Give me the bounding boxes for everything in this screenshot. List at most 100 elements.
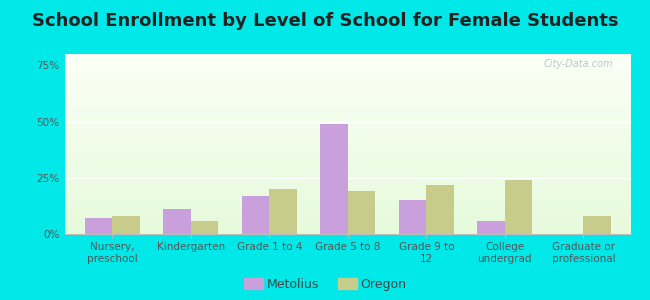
Bar bbox=[65, 163, 630, 164]
Bar bbox=[65, 219, 630, 220]
Bar bbox=[426, 184, 454, 234]
Bar bbox=[65, 230, 630, 231]
Bar bbox=[65, 120, 630, 121]
Bar bbox=[65, 57, 630, 58]
Bar bbox=[65, 144, 630, 145]
Bar bbox=[65, 182, 630, 183]
Bar bbox=[65, 204, 630, 205]
Bar bbox=[65, 172, 630, 173]
Bar bbox=[477, 220, 505, 234]
Bar bbox=[65, 181, 630, 182]
Bar bbox=[65, 115, 630, 116]
Bar bbox=[65, 109, 630, 110]
Bar bbox=[65, 62, 630, 63]
Bar bbox=[65, 176, 630, 177]
Bar bbox=[65, 214, 630, 215]
Bar bbox=[65, 188, 630, 189]
Bar bbox=[65, 130, 630, 131]
Bar bbox=[65, 112, 630, 113]
Bar bbox=[65, 73, 630, 74]
Bar bbox=[65, 96, 630, 97]
Bar bbox=[65, 116, 630, 117]
Bar bbox=[65, 151, 630, 152]
Bar bbox=[65, 174, 630, 175]
Bar bbox=[65, 193, 630, 194]
Bar bbox=[65, 186, 630, 187]
Bar bbox=[65, 86, 630, 87]
Bar bbox=[65, 78, 630, 79]
Bar bbox=[65, 98, 630, 99]
Bar bbox=[65, 89, 630, 90]
Bar bbox=[65, 191, 630, 192]
Bar bbox=[65, 74, 630, 75]
Bar bbox=[65, 141, 630, 142]
Bar bbox=[65, 97, 630, 98]
Bar bbox=[65, 140, 630, 141]
Bar bbox=[65, 134, 630, 135]
Bar bbox=[65, 169, 630, 170]
Bar bbox=[65, 190, 630, 191]
Bar bbox=[65, 85, 630, 86]
Bar bbox=[65, 108, 630, 109]
Bar bbox=[242, 196, 269, 234]
Bar bbox=[65, 199, 630, 200]
Bar bbox=[65, 213, 630, 214]
Bar bbox=[65, 84, 630, 85]
Bar bbox=[65, 233, 630, 234]
Bar bbox=[65, 122, 630, 123]
Bar bbox=[65, 231, 630, 232]
Bar bbox=[65, 65, 630, 66]
Bar bbox=[65, 224, 630, 225]
Bar bbox=[65, 125, 630, 126]
Bar bbox=[65, 105, 630, 106]
Bar bbox=[65, 158, 630, 159]
Bar bbox=[65, 119, 630, 120]
Bar bbox=[65, 194, 630, 195]
Bar bbox=[65, 106, 630, 107]
Bar bbox=[65, 184, 630, 185]
Bar bbox=[65, 221, 630, 222]
Bar bbox=[65, 92, 630, 93]
Bar bbox=[65, 128, 630, 129]
Bar bbox=[65, 220, 630, 221]
Bar bbox=[65, 66, 630, 67]
Bar bbox=[65, 211, 630, 212]
Bar bbox=[65, 68, 630, 69]
Bar bbox=[65, 209, 630, 210]
Bar bbox=[505, 180, 532, 234]
Bar bbox=[65, 56, 630, 57]
Bar bbox=[65, 147, 630, 148]
Bar bbox=[65, 223, 630, 224]
Bar bbox=[163, 209, 190, 234]
Bar bbox=[65, 110, 630, 111]
Legend: Metolius, Oregon: Metolius, Oregon bbox=[244, 278, 406, 291]
Bar bbox=[65, 101, 630, 102]
Bar bbox=[65, 167, 630, 168]
Bar bbox=[65, 81, 630, 82]
Bar bbox=[65, 210, 630, 211]
Bar bbox=[269, 189, 296, 234]
Bar bbox=[65, 201, 630, 202]
Bar bbox=[65, 180, 630, 181]
Bar bbox=[65, 142, 630, 143]
Bar bbox=[65, 161, 630, 162]
Bar bbox=[65, 103, 630, 104]
Bar bbox=[65, 189, 630, 190]
Bar bbox=[65, 222, 630, 223]
Bar bbox=[65, 165, 630, 166]
Bar bbox=[65, 87, 630, 88]
Bar bbox=[65, 179, 630, 180]
Bar bbox=[65, 99, 630, 100]
Bar bbox=[65, 198, 630, 199]
Bar bbox=[65, 104, 630, 105]
Bar bbox=[65, 88, 630, 89]
Bar bbox=[65, 58, 630, 59]
Bar bbox=[65, 121, 630, 122]
Bar bbox=[65, 183, 630, 184]
Bar bbox=[65, 196, 630, 197]
Bar bbox=[65, 185, 630, 186]
Bar bbox=[65, 202, 630, 203]
Bar bbox=[65, 225, 630, 226]
Bar bbox=[65, 126, 630, 127]
Bar bbox=[65, 146, 630, 147]
